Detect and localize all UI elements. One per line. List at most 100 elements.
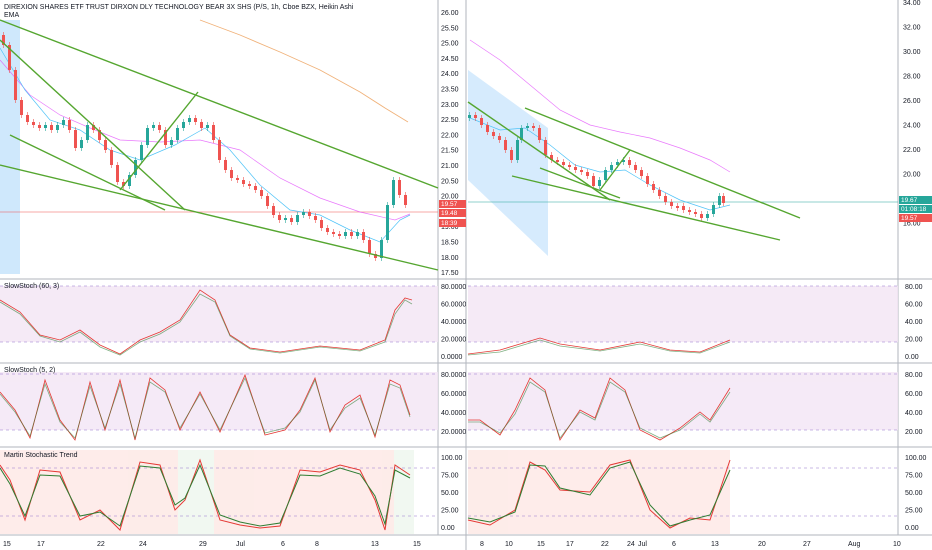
panel-label-slowstoch5: SlowStoch (5, 2) <box>4 367 56 374</box>
candle <box>140 145 143 160</box>
candle <box>592 176 595 186</box>
left-price-tick: 22.50 <box>441 117 459 124</box>
candle <box>38 125 41 128</box>
left-ema-fast <box>0 59 411 221</box>
candle <box>110 150 113 165</box>
candle <box>622 160 625 162</box>
candle <box>128 175 131 186</box>
candle <box>544 140 547 155</box>
candle <box>278 215 281 220</box>
candle <box>134 160 137 175</box>
right-price-tag: 19.67 <box>901 197 918 204</box>
right-date-label: Jul <box>638 541 647 548</box>
right-date-label: 10 <box>505 541 513 548</box>
panel-tick: 80.0000 <box>441 284 466 291</box>
candle <box>236 178 239 180</box>
panel-tick: 50.00 <box>441 490 459 497</box>
left-price-tick: 24.00 <box>441 71 459 78</box>
panel-label-slowstoch60: SlowStoch (60, 3) <box>4 283 60 290</box>
candle <box>652 184 655 190</box>
candle <box>152 125 155 128</box>
candle <box>498 136 501 140</box>
candle <box>718 196 721 205</box>
candle <box>296 215 299 222</box>
candle <box>510 150 513 160</box>
panel-tick: 60.0000 <box>441 391 466 398</box>
right-date-label: 24 <box>627 541 635 548</box>
candle <box>344 232 347 236</box>
right-price-tag: 19.57 <box>901 215 918 222</box>
right-time-axis[interactable]: 8 10 15 17 22 24 Jul 6 13 20 27 Aug 10 <box>480 541 901 548</box>
candle <box>8 45 11 70</box>
right-price-tick: 34.00 <box>903 0 921 7</box>
candle <box>610 165 613 170</box>
panel-tick: 0.0000 <box>441 354 463 361</box>
candle <box>586 172 589 176</box>
candle <box>398 180 401 195</box>
panel-tick: 20.0000 <box>441 337 466 344</box>
left-price-tick: 17.50 <box>441 270 459 277</box>
candle <box>664 196 667 202</box>
right-price-tag-bg <box>899 205 932 213</box>
candle <box>670 202 673 206</box>
left-time-axis[interactable]: 15 17 22 24 29 Jul 6 8 13 15 <box>3 541 421 548</box>
candle <box>628 160 631 165</box>
panel-tick: 40.0000 <box>441 319 466 326</box>
candle <box>538 128 541 140</box>
candle <box>254 186 257 190</box>
panel-tick-right: 20.00 <box>905 337 923 344</box>
left-price-tag: 19.48 <box>441 210 458 217</box>
left-date-label: 24 <box>139 541 147 548</box>
candle <box>532 126 535 128</box>
candle <box>492 132 495 136</box>
candle <box>74 130 77 148</box>
candle <box>368 240 371 254</box>
chart-title: DIREXION SHARES ETF TRUST DIRXON DLY TEC… <box>4 4 354 11</box>
candle <box>14 70 17 100</box>
candle <box>284 218 287 220</box>
candle <box>362 232 365 240</box>
trend-lines <box>0 19 801 271</box>
candle <box>520 128 523 140</box>
candle <box>92 125 95 130</box>
right-date-label: 22 <box>601 541 609 548</box>
candle <box>468 115 471 118</box>
slowstoch5-lines <box>0 373 731 441</box>
right-ema-fast <box>469 39 731 173</box>
candle <box>194 118 197 122</box>
panel-tick: 40.0000 <box>441 410 466 417</box>
band-dashed-lines <box>0 285 898 517</box>
candle <box>640 170 643 176</box>
candle <box>562 162 565 165</box>
right-price-tag: 01:08:18 <box>901 206 927 213</box>
candle <box>646 176 649 184</box>
candle <box>242 180 245 184</box>
right-blue-highlight <box>468 70 548 256</box>
candle <box>56 125 59 130</box>
slowstoch60-lines <box>0 289 731 356</box>
candle <box>260 190 263 196</box>
right-price-tick: 32.00 <box>903 25 921 32</box>
left-date-label: 6 <box>281 541 285 548</box>
left-price-tick: 23.50 <box>441 87 459 94</box>
right-price-axis[interactable]: 34.00 32.00 30.00 28.00 26.00 24.00 22.00 20.00… <box>903 0 921 228</box>
candle <box>320 220 323 228</box>
candle <box>694 212 697 214</box>
right-date-label: 15 <box>537 541 545 548</box>
right-price-tick: 30.00 <box>903 49 921 56</box>
candle <box>98 130 101 140</box>
candle <box>356 232 359 236</box>
panel-tick: 20.0000 <box>441 429 466 436</box>
candle <box>634 165 637 170</box>
candle <box>404 195 407 205</box>
candle <box>290 218 293 222</box>
left-price-tick: 26.00 <box>441 10 459 17</box>
left-price-axis[interactable]: 26.00 25.50 25.00 24.50 24.00 23.50 23.00 22.50… <box>441 10 459 277</box>
candle <box>230 170 233 178</box>
candle <box>2 35 5 45</box>
panel-tick-right: 60.00 <box>905 302 923 309</box>
candle <box>722 196 725 203</box>
panel-tick: 80.0000 <box>441 372 466 379</box>
